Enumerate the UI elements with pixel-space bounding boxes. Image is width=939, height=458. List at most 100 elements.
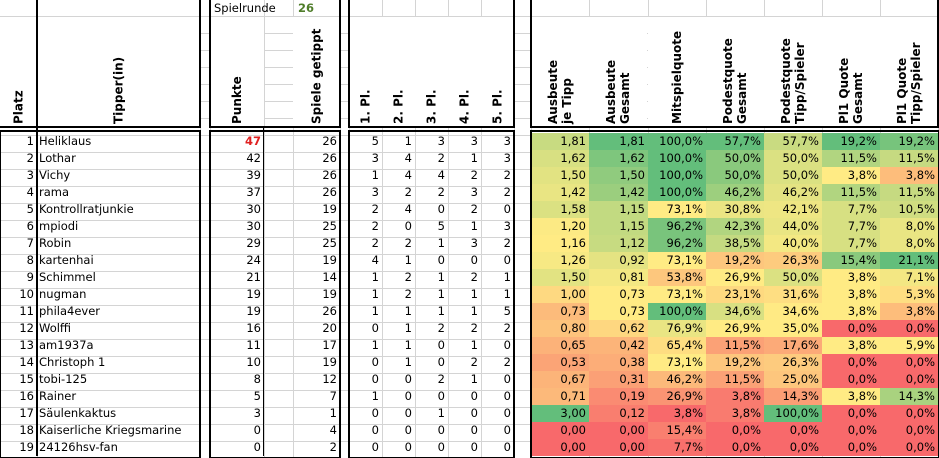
stat-cell: 11,5% (706, 371, 764, 388)
stat-cell: 50,0% (764, 150, 822, 167)
stat-cell: 14,3% (880, 388, 938, 405)
place-count-cell: 0 (503, 202, 511, 216)
tipper-name[interactable]: Lothar (39, 151, 76, 165)
stat-cell: 0,80 (531, 320, 589, 337)
place-count-cell: 0 (437, 389, 445, 403)
header-bottom-border (210, 126, 340, 128)
tipper-name[interactable]: phila4ever (39, 304, 101, 318)
place-count-cell: 2 (404, 236, 412, 250)
place-count-cell: 2 (437, 372, 445, 386)
tipper-name[interactable]: Kaiserliche Kriegsmarine (39, 423, 182, 437)
stat-cell: 19,2% (706, 252, 764, 269)
stat-cell: 100,0% (648, 133, 706, 150)
place-count-cell: 1 (371, 389, 379, 403)
place-count-cell: 0 (503, 440, 511, 454)
stat-cell: 26,3% (764, 252, 822, 269)
stat-cell: 26,3% (764, 354, 822, 371)
stat-cell: 0,42 (589, 337, 648, 354)
tipper-name[interactable]: Schimmel (39, 270, 96, 284)
header-place-1: 1. Pl. (349, 17, 382, 128)
stat-cell: 34,6% (764, 303, 822, 320)
stat-cell: 0,00 (531, 439, 589, 456)
place-count-cell: 2 (404, 185, 412, 199)
platz-cell: 10 (19, 287, 34, 301)
stat-cell: 0,73 (531, 303, 589, 320)
place-count-cell: 1 (437, 270, 445, 284)
place-count-cell: 2 (503, 185, 511, 199)
punkte-cell: 19 (246, 304, 261, 318)
tipper-name[interactable]: nugman (39, 287, 87, 301)
header-place-3: 3. Pl. (415, 17, 448, 128)
place-count-cell: 4 (404, 202, 412, 216)
tipper-name[interactable]: Vichy (39, 168, 71, 182)
platz-cell: 6 (26, 219, 34, 233)
tipper-name[interactable]: 24126hsv-fan (39, 440, 118, 454)
platz-cell: 14 (19, 355, 34, 369)
place-count-cell: 0 (371, 372, 379, 386)
tipper-name[interactable]: Heliklaus (39, 134, 92, 148)
punkte-cell: 8 (253, 372, 261, 386)
place-count-cell: 0 (371, 440, 379, 454)
stat-cell: 0,0% (880, 320, 938, 337)
stat-cell: 96,2% (648, 218, 706, 235)
stat-cell: 0,0% (822, 439, 880, 456)
place-count-cell: 2 (470, 270, 478, 284)
column-border (36, 128, 38, 456)
place-count-cell: 4 (437, 168, 445, 182)
tipper-name[interactable]: am1937a (39, 338, 94, 352)
stat-cell: 15,4% (648, 422, 706, 439)
place-count-cell: 2 (503, 355, 511, 369)
platz-cell: 7 (26, 236, 34, 250)
spiele-getippt-cell: 26 (322, 168, 337, 182)
punkte-cell: 5 (253, 389, 261, 403)
stat-cell: 1,50 (531, 167, 589, 184)
punkte-cell: 30 (246, 219, 261, 233)
round-value[interactable]: 26 (298, 1, 315, 15)
stat-cell: 17,6% (764, 337, 822, 354)
stat-cell: 21,1% (880, 252, 938, 269)
stat-cell: 100,0% (648, 303, 706, 320)
place-count-cell: 0 (470, 423, 478, 437)
place-count-cell: 3 (371, 185, 379, 199)
stat-cell: 0,92 (589, 252, 648, 269)
place-count-cell: 0 (404, 440, 412, 454)
tipper-name[interactable]: Christoph 1 (39, 355, 106, 369)
tipper-name[interactable]: Wolffi (39, 321, 72, 335)
stat-cell: 73,1% (648, 354, 706, 371)
tipper-name[interactable]: rama (39, 185, 70, 199)
place-count-cell: 1 (404, 355, 412, 369)
stat-cell: 7,7% (648, 439, 706, 456)
tipper-name[interactable]: Säulenkaktus (39, 406, 117, 420)
tipper-name[interactable]: Rainer (39, 389, 77, 403)
tipper-name[interactable]: kartenhai (39, 253, 94, 267)
tipper-name[interactable]: tobi-125 (39, 372, 88, 386)
header-spiele-getippt: Spiele getippt (293, 17, 340, 128)
stat-cell: 0,0% (880, 422, 938, 439)
stat-cell: 57,7% (764, 133, 822, 150)
place-count-cell: 1 (404, 338, 412, 352)
column-border (199, 0, 201, 128)
tipper-name[interactable]: Robin (39, 236, 72, 250)
tipper-name[interactable]: Kontrollratjunkie (39, 202, 134, 216)
stat-cell: 3,8% (706, 405, 764, 422)
stat-cell: 11,5% (880, 150, 938, 167)
tipper-name[interactable]: mpiodi (39, 219, 79, 233)
spiele-getippt-cell: 20 (322, 321, 337, 335)
place-count-cell: 0 (404, 423, 412, 437)
punkte-cell: 16 (246, 321, 261, 335)
header-bottom-border (531, 126, 939, 128)
place-count-cell: 1 (404, 321, 412, 335)
punkte-cell: 47 (244, 134, 261, 148)
platz-cell: 4 (26, 185, 34, 199)
punkte-cell: 10 (246, 355, 261, 369)
place-count-cell: 2 (503, 321, 511, 335)
platz-cell: 11 (19, 304, 34, 318)
stat-cell: 0,0% (880, 354, 938, 371)
stat-cell: 26,9% (706, 269, 764, 286)
place-count-cell: 2 (404, 270, 412, 284)
spiele-getippt-cell: 26 (322, 151, 337, 165)
spiele-getippt-cell: 14 (322, 270, 337, 284)
place-count-cell: 2 (437, 321, 445, 335)
stat-cell: 100,0% (764, 405, 822, 422)
